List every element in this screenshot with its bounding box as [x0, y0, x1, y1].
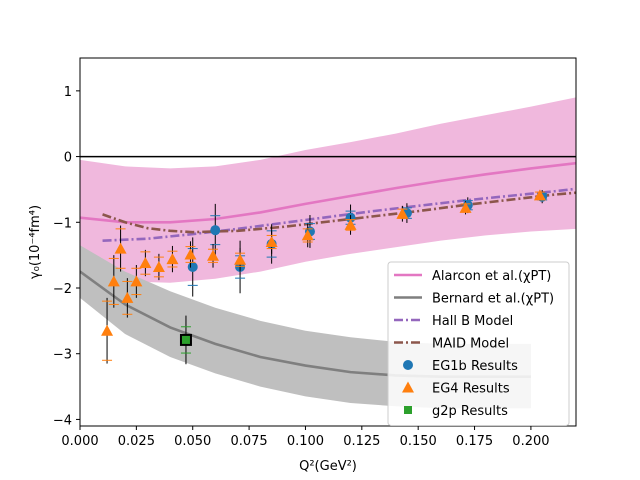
x-tick-label: 0.075 — [230, 434, 267, 449]
x-tick-label: 0.050 — [174, 434, 211, 449]
point-1-5 — [139, 257, 152, 269]
legend-label: EG1b Results — [432, 359, 518, 374]
x-axis-ticks: 0.000 0.025 0.050 0.075 0.100 0.125 0.150 0.175… — [61, 426, 550, 449]
point-1-14 — [396, 207, 409, 219]
legend: Alarcon et al.(χPT) Bernard et al.(χPT) Ha… — [387, 261, 570, 426]
legend-marker — [404, 406, 412, 414]
point-1-6 — [152, 260, 165, 272]
point-1-4 — [130, 275, 143, 287]
data-points — [101, 189, 548, 365]
y-tick-label: −1 — [53, 216, 72, 231]
point-1-12 — [301, 229, 314, 241]
y-tick-label: 0 — [64, 151, 72, 166]
line-series-2 — [102, 187, 576, 242]
point-1-10 — [234, 253, 247, 265]
legend-marker — [403, 360, 413, 370]
point-1-1 — [107, 275, 120, 287]
legend-label: EG4 Results — [432, 382, 510, 397]
y-axis-ticks: −4 −3 −2 −1 0 1 — [53, 85, 80, 428]
point-1-2 — [114, 242, 127, 254]
x-tick-label: 0.000 — [61, 434, 98, 449]
point-1-8 — [184, 248, 197, 260]
point-1-9 — [207, 249, 220, 261]
point-0-0 — [187, 261, 198, 272]
point-1-3 — [121, 291, 134, 303]
x-tick-label: 0.125 — [343, 434, 380, 449]
y-tick-label: −2 — [53, 282, 72, 297]
alarcon-band — [80, 97, 576, 283]
point-1-15 — [459, 201, 472, 213]
point-1-13 — [344, 218, 357, 230]
point-1-16 — [533, 189, 546, 201]
x-tick-label: 0.100 — [287, 434, 324, 449]
line-series-0 — [80, 161, 576, 224]
legend-label: Alarcon et al.(χPT) — [432, 269, 551, 284]
x-axis-label: Q²(GeV²) — [299, 459, 357, 474]
legend-label: g2p Results — [432, 404, 508, 419]
x-tick-label: 0.175 — [456, 434, 493, 449]
legend-label: Bernard et al.(χPT) — [432, 292, 554, 307]
plot-frame — [79, 57, 577, 427]
y-tick-label: −4 — [53, 413, 72, 428]
y-tick-label: 1 — [64, 85, 72, 100]
x-tick-label: 0.200 — [512, 434, 549, 449]
point-1-7 — [166, 253, 179, 265]
legend-box — [387, 261, 570, 426]
point-1-0 — [101, 324, 114, 336]
legend-label: Hall B Model — [432, 314, 513, 329]
line-series-3 — [102, 191, 576, 234]
legend-label: MAID Model — [432, 337, 509, 352]
point-0-1 — [210, 225, 221, 236]
legend-marker — [402, 381, 414, 393]
x-tick-label: 0.150 — [400, 434, 437, 449]
point-2-0 — [181, 335, 190, 344]
x-tick-label: 0.025 — [118, 434, 155, 449]
point-1-11 — [265, 236, 278, 247]
y-axis-label: γ₀(10⁻⁴fm⁴) — [28, 205, 43, 279]
y-tick-label: −3 — [53, 348, 72, 363]
